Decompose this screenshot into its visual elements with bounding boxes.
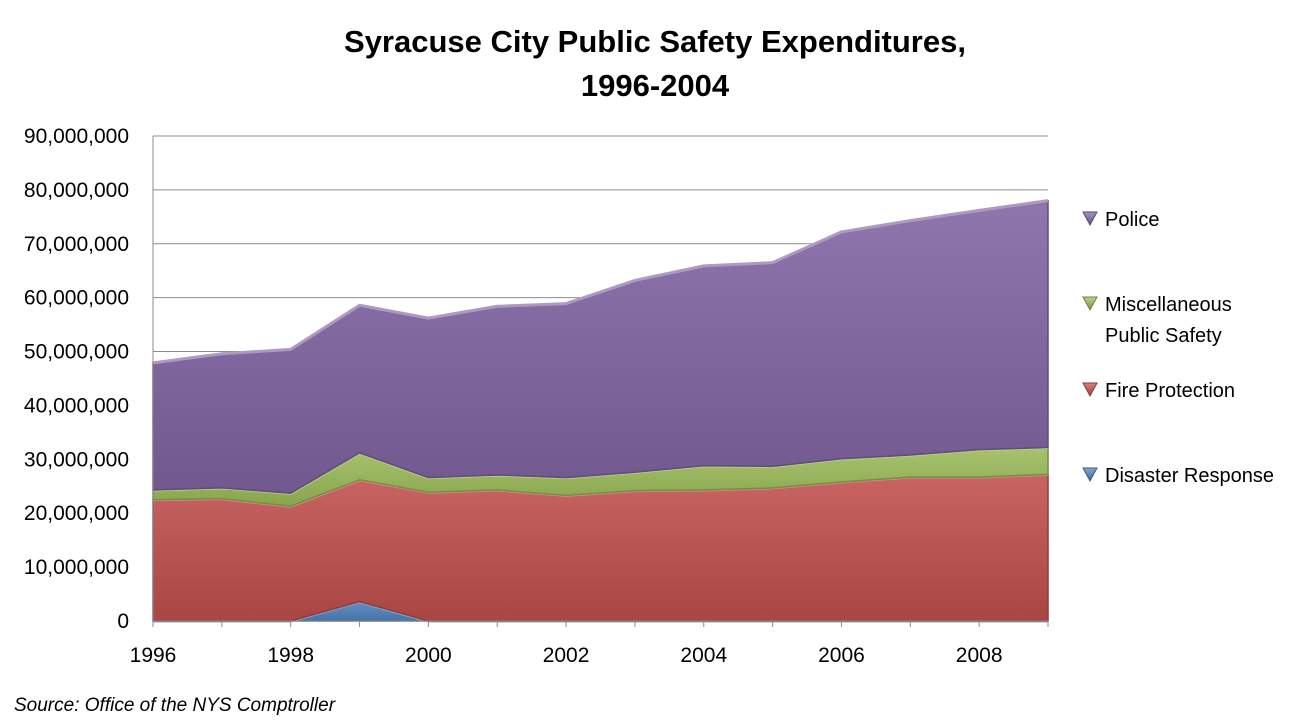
legend-marker: [1082, 211, 1098, 227]
y-axis-ticks: 0 10,000,000 20,000,000 30,000,000 40,000,00…: [24, 125, 129, 633]
legend: Police Miscellaneous Public Safety Fire Pro…: [1082, 209, 1274, 487]
legend-marker: [1082, 382, 1098, 398]
chart-title-line-2: 1996-2004: [581, 68, 730, 103]
y-tick-label: 80,000,000: [24, 179, 129, 202]
y-tick-label: 0: [117, 610, 129, 633]
y-tick-label: 10,000,000: [24, 556, 129, 579]
legend-marker: [1082, 296, 1098, 312]
y-tick-label: 60,000,000: [24, 287, 129, 310]
area-police: [152, 199, 1049, 495]
x-tick-label: 2006: [818, 644, 865, 667]
y-tick-label: 90,000,000: [24, 125, 129, 148]
legend-label: Police: [1105, 209, 1159, 231]
chart-title-line-1: Syracuse City Public Safety Expenditures…: [344, 24, 966, 59]
legend-label: Miscellaneous: [1105, 294, 1232, 316]
axes: [152, 136, 1049, 627]
plot-areas: [152, 199, 1049, 623]
x-tick-label: 1996: [130, 644, 177, 667]
y-tick-label: 20,000,000: [24, 502, 129, 525]
x-tick-label: 2004: [680, 644, 727, 667]
y-tick-label: 30,000,000: [24, 448, 129, 471]
x-tick-label: 2002: [543, 644, 590, 667]
x-axis-ticks: 1996 1998 2000 2002 2004 2006 2008: [130, 644, 1003, 667]
legend-label: Public Safety: [1105, 325, 1222, 347]
x-tick-label: 2008: [956, 644, 1003, 667]
area-edge-police: [152, 199, 1049, 365]
source-note: Source: Office of the NYS Comptroller: [14, 695, 336, 716]
y-tick-label: 40,000,000: [24, 394, 129, 417]
legend-label: Fire Protection: [1105, 380, 1235, 402]
y-tick-label: 50,000,000: [24, 341, 129, 364]
x-tick-label: 2000: [405, 644, 452, 667]
x-tick-label: 1998: [267, 644, 314, 667]
y-tick-label: 70,000,000: [24, 233, 129, 256]
legend-marker: [1082, 467, 1098, 483]
legend-label: Disaster Response: [1105, 465, 1274, 487]
